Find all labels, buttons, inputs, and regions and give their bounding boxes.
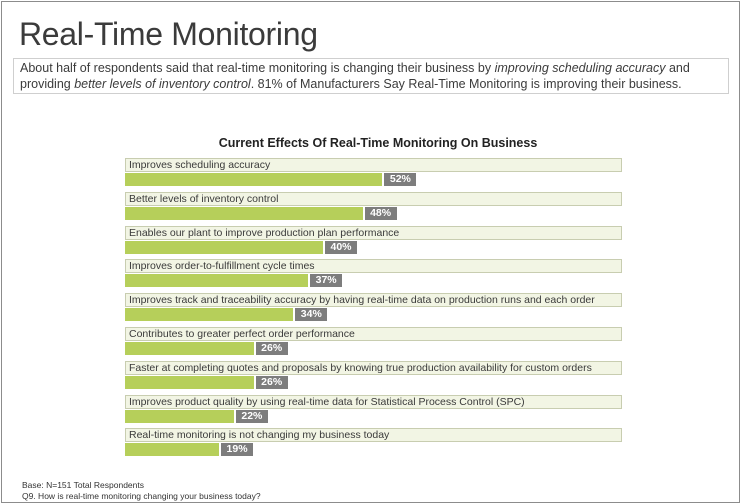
value-label: 26%: [255, 342, 288, 355]
bar: [125, 308, 294, 322]
bar: [125, 375, 254, 389]
chart-row: Improves order-to-fulfillment cycle time…: [2, 259, 741, 293]
bar: [125, 240, 323, 254]
value-label: 34%: [295, 308, 328, 322]
bar: [125, 173, 383, 186]
value-label: 19%: [221, 443, 254, 457]
category-label: Improves product quality by using real-t…: [125, 394, 622, 409]
category-label: Better levels of inventory control: [125, 191, 622, 206]
value-label: 52%: [384, 173, 417, 186]
bar: [125, 206, 363, 220]
intro-part-2: and providing: [20, 61, 690, 91]
category-label: Enables our plant to improve production …: [125, 225, 622, 240]
intro-part-3: . 81% of Manufacturers Say Real-Time Mon…: [250, 76, 682, 91]
bar: [125, 443, 220, 457]
bar: [125, 409, 234, 423]
intro-part-1: About half of respondents said that real…: [20, 61, 495, 75]
category-label: Faster at completing quotes and proposal…: [125, 360, 622, 375]
bar: [125, 342, 254, 355]
chart-row: Real-time monitoring is not changing my …: [2, 428, 741, 462]
page-title: Real-Time Monitoring: [19, 16, 318, 52]
chart-row: Contributes to greater perfect order per…: [2, 327, 741, 361]
category-label: Contributes to greater perfect order per…: [125, 327, 622, 341]
chart-title: Current Effects Of Real-Time Monitoring …: [218, 136, 538, 150]
value-label: 26%: [255, 375, 288, 389]
chart-row: Faster at completing quotes and proposal…: [2, 360, 741, 395]
category-label: Real-time monitoring is not changing my …: [125, 428, 622, 443]
footer: Base: N=151 Total Respondents Q9. How is…: [22, 480, 261, 501]
chart-row: Improves track and traceability accuracy…: [2, 293, 741, 327]
value-label: 37%: [310, 274, 343, 288]
category-label: Improves order-to-fulfillment cycle time…: [125, 259, 622, 274]
intro-text: About half of respondents said that real…: [13, 58, 729, 94]
chart-row: Improves scheduling accuracy 52%: [2, 158, 741, 192]
footer-base: Base: N=151 Total Respondents: [22, 480, 144, 490]
category-label: Improves track and traceability accuracy…: [125, 293, 622, 308]
value-label: 22%: [235, 409, 268, 423]
chart-row: Better levels of inventory control 48%: [2, 191, 741, 226]
category-label: Improves scheduling accuracy: [125, 158, 622, 172]
value-label: 40%: [325, 240, 357, 254]
chart-row: Enables our plant to improve production …: [2, 225, 741, 260]
intro-emphasis-2: better levels of inventory control: [74, 76, 251, 91]
bar: [125, 274, 309, 288]
footer-question: Q9. How is real-time monitoring changing…: [22, 490, 261, 501]
intro-emphasis-1: improving scheduling accuracy: [494, 61, 666, 75]
chart-row: Improves product quality by using real-t…: [2, 394, 741, 429]
value-label: 48%: [364, 206, 397, 220]
